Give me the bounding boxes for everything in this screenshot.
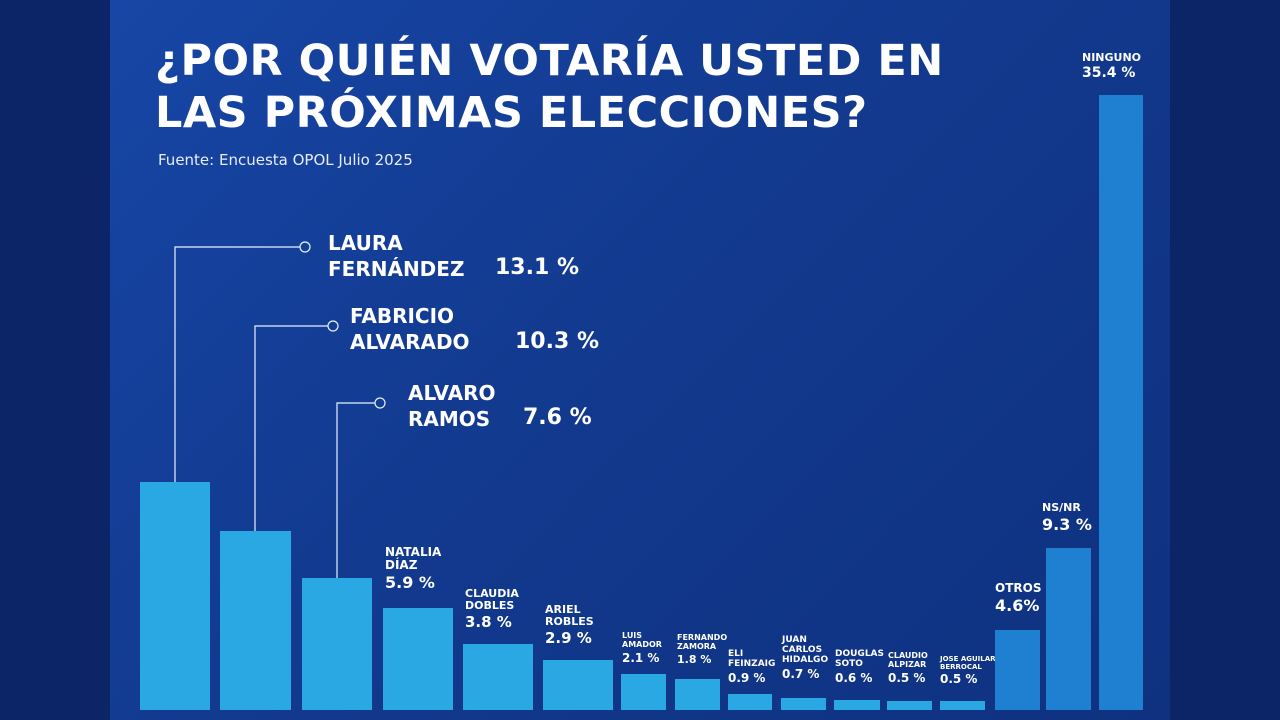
bar bbox=[140, 482, 210, 710]
leader-line bbox=[174, 246, 300, 513]
bar-label: JOSE AGUILAR BERROCAL 0.5 % bbox=[940, 655, 996, 687]
chart-title: ¿POR QUIÉN VOTARÍA USTED EN LAS PRÓXIMAS… bbox=[155, 36, 944, 138]
bar bbox=[302, 577, 372, 710]
bar-label: CLAUDIO ALPIZAR 0.5 % bbox=[888, 651, 928, 685]
bar-label: OTROS 4.6% bbox=[995, 581, 1042, 616]
category-label: LAURA FERNÁNDEZ bbox=[328, 231, 465, 281]
category-label: ELI FEINZAIG bbox=[728, 649, 776, 669]
category-label: LUIS AMADOR bbox=[622, 631, 662, 649]
bar-label: JUAN CARLOS HIDALGO 0.7 % bbox=[782, 635, 829, 681]
bar bbox=[940, 701, 985, 710]
bar bbox=[1046, 548, 1091, 710]
bar bbox=[728, 694, 772, 710]
value-label: 0.9 % bbox=[728, 670, 766, 685]
leader-dot bbox=[327, 320, 339, 332]
bar-label: NATALIA DÍAZ 5.9 % bbox=[385, 545, 442, 593]
value-label: 0.6 % bbox=[835, 670, 873, 685]
value-label: 13.1 % bbox=[495, 255, 579, 280]
leader-dot bbox=[374, 397, 386, 409]
bar bbox=[781, 697, 826, 710]
bar bbox=[383, 607, 453, 710]
bar-label: ARIEL ROBLES 2.9 % bbox=[545, 603, 594, 648]
leader-dot bbox=[299, 241, 311, 253]
category-label: DOUGLAS SOTO bbox=[835, 649, 884, 669]
category-label: FABRICIO ALVARADO bbox=[350, 304, 470, 354]
value-label: 0.5 % bbox=[940, 672, 978, 687]
leader-line bbox=[254, 325, 328, 565]
value-label: 35.4 % bbox=[1082, 65, 1136, 82]
bar bbox=[621, 673, 666, 710]
value-label: 0.5 % bbox=[888, 670, 926, 685]
category-label: ALVARO RAMOS bbox=[408, 381, 496, 431]
value-label: 2.9 % bbox=[545, 629, 592, 648]
bar bbox=[543, 659, 613, 710]
value-label: 9.3 % bbox=[1042, 515, 1092, 535]
value-label: 1.8 % bbox=[677, 652, 712, 666]
bar-label: NINGUNO 35.4 % bbox=[1082, 51, 1142, 82]
category-label: OTROS bbox=[995, 581, 1042, 595]
bar bbox=[675, 678, 720, 710]
category-label: FERNANDO ZAMORA bbox=[677, 633, 728, 651]
category-label: ARIEL ROBLES bbox=[545, 603, 594, 629]
category-label: NS/NR bbox=[1042, 501, 1081, 514]
bar bbox=[1099, 95, 1143, 710]
chart-subtitle: Fuente: Encuesta OPOL Julio 2025 bbox=[158, 151, 413, 169]
leader-line bbox=[336, 402, 375, 607]
bar-label: DOUGLAS SOTO 0.6 % bbox=[835, 649, 884, 685]
bar bbox=[995, 630, 1040, 710]
bar bbox=[220, 531, 291, 710]
value-label: 0.7 % bbox=[782, 666, 820, 681]
category-label: NATALIA DÍAZ bbox=[385, 545, 442, 573]
value-label: 4.6% bbox=[995, 596, 1040, 616]
bar bbox=[834, 699, 880, 710]
bar-label: LUIS AMADOR 2.1 % bbox=[622, 631, 662, 665]
bar bbox=[887, 701, 932, 710]
category-label: NINGUNO bbox=[1082, 51, 1142, 64]
value-label: 10.3 % bbox=[515, 329, 599, 354]
value-label: 5.9 % bbox=[385, 573, 435, 593]
value-label: 3.8 % bbox=[465, 613, 512, 632]
bar bbox=[463, 643, 533, 710]
bar-label: ELI FEINZAIG 0.9 % bbox=[728, 649, 776, 685]
bar-label: FERNANDO ZAMORA 1.8 % bbox=[677, 633, 728, 666]
value-label: 7.6 % bbox=[523, 405, 592, 430]
category-label: CLAUDIO ALPIZAR bbox=[888, 651, 928, 669]
bar-label: NS/NR 9.3 % bbox=[1042, 501, 1092, 535]
category-label: CLAUDIA DOBLES bbox=[465, 587, 519, 613]
bar-label: CLAUDIA DOBLES 3.8 % bbox=[465, 587, 519, 632]
category-label: JOSE AGUILAR BERROCAL bbox=[940, 655, 996, 671]
value-label: 2.1 % bbox=[622, 650, 660, 665]
category-label: JUAN CARLOS HIDALGO bbox=[782, 635, 829, 665]
